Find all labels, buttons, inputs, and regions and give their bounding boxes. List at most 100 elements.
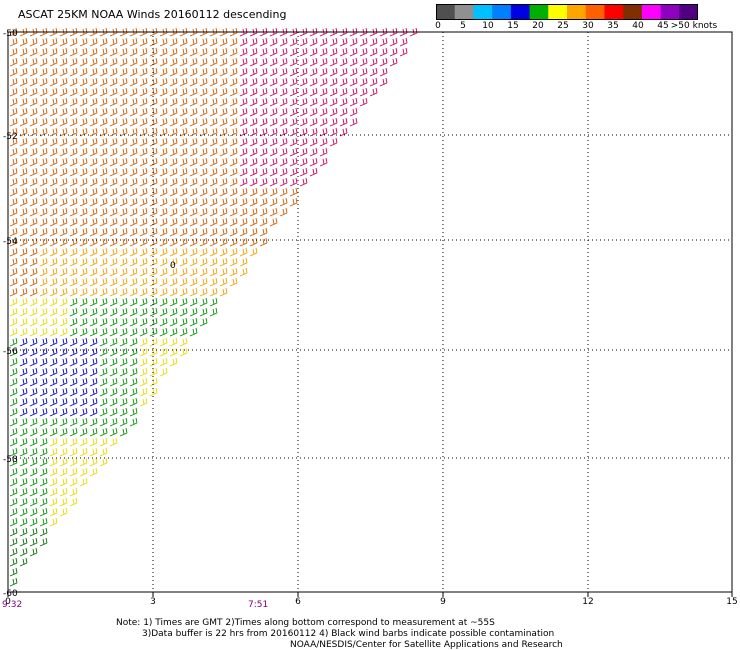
wind-barb (29, 517, 38, 527)
wind-barb (69, 397, 78, 407)
wind-barb (69, 277, 78, 287)
wind-barb (79, 77, 88, 87)
wind-barb (139, 317, 148, 327)
wind-barb (59, 57, 68, 67)
wind-barb (139, 187, 148, 197)
wind-barb (19, 387, 28, 397)
wind-barb (79, 347, 88, 357)
wind-barb (179, 167, 188, 177)
wind-barb (59, 337, 68, 347)
wind-barb (109, 247, 118, 257)
wind-barb (49, 117, 58, 127)
wind-barb (329, 97, 338, 107)
wind-barb (299, 67, 308, 77)
wind-barb (49, 247, 58, 257)
wind-barb (119, 77, 128, 87)
wind-barb (129, 417, 138, 427)
wind-barb (209, 127, 218, 137)
wind-barb (89, 87, 98, 97)
wind-barb (269, 87, 278, 97)
wind-barb (269, 127, 278, 137)
wind-barb (9, 257, 18, 267)
wind-barb (99, 447, 108, 457)
wind-barb (39, 107, 48, 117)
wind-barb (199, 127, 208, 137)
wind-barb (319, 137, 328, 147)
wind-barb (119, 157, 128, 167)
wind-barb (209, 77, 218, 87)
wind-barb (169, 217, 178, 227)
wind-barb (59, 347, 68, 357)
wind-barb (79, 187, 88, 197)
colorbar-tick-label: 5 (460, 21, 466, 31)
wind-barb (139, 57, 148, 67)
wind-barb (199, 77, 208, 87)
wind-barb (319, 47, 328, 57)
wind-barb (169, 137, 178, 147)
wind-barb (119, 167, 128, 177)
wind-barb (259, 47, 268, 57)
wind-barb (29, 187, 38, 197)
wind-barb (19, 507, 28, 517)
wind-barb (29, 397, 38, 407)
wind-barb (209, 47, 218, 57)
wind-barb (229, 47, 238, 57)
wind-barb (179, 127, 188, 137)
wind-barb (339, 87, 348, 97)
wind-barb (89, 97, 98, 107)
wind-barb (29, 547, 38, 557)
wind-barb (239, 217, 248, 227)
wind-barb (29, 167, 38, 177)
wind-barb (279, 67, 288, 77)
wind-barb (79, 307, 88, 317)
wind-barb (29, 367, 38, 377)
wind-barb (149, 267, 158, 277)
wind-barb (169, 77, 178, 87)
wind-barb (149, 387, 158, 397)
wind-barb (229, 147, 238, 157)
wind-barb (149, 127, 158, 137)
wind-barb (289, 127, 298, 137)
wind-barb (59, 427, 68, 437)
wind-barb (49, 497, 58, 507)
colorbar-swatch (623, 4, 643, 20)
wind-barb (49, 67, 58, 77)
wind-barb (119, 127, 128, 137)
wind-barb (169, 57, 178, 67)
wind-barb (89, 277, 98, 287)
wind-barb (99, 307, 108, 317)
wind-barb (59, 447, 68, 457)
wind-barb (79, 117, 88, 127)
wind-barb (29, 317, 38, 327)
colorbar-swatch (604, 4, 624, 20)
wind-barb (189, 107, 198, 117)
colorbar-swatch (660, 4, 680, 20)
wind-barb (339, 37, 348, 47)
wind-barb (249, 77, 258, 87)
wind-barb (99, 407, 108, 417)
wind-barb (19, 287, 28, 297)
wind-barb (39, 387, 48, 397)
wind-barb (299, 57, 308, 67)
wind-barb (279, 117, 288, 127)
wind-barb (259, 207, 268, 217)
wind-barb (269, 77, 278, 87)
wind-barb (219, 227, 228, 237)
wind-barb (69, 117, 78, 127)
wind-barb (49, 487, 58, 497)
wind-barb (269, 57, 278, 67)
wind-barb (9, 87, 18, 97)
wind-barb (39, 37, 48, 47)
wind-barb (99, 147, 108, 157)
wind-barb (39, 367, 48, 377)
wind-barb (109, 387, 118, 397)
wind-barb (139, 87, 148, 97)
wind-barb (109, 437, 118, 447)
wind-barb (199, 47, 208, 57)
wind-barb (99, 237, 108, 247)
wind-barb (19, 77, 28, 87)
wind-barb (79, 167, 88, 177)
wind-barb (229, 187, 238, 197)
wind-barb (39, 287, 48, 297)
wind-barb (59, 507, 68, 517)
